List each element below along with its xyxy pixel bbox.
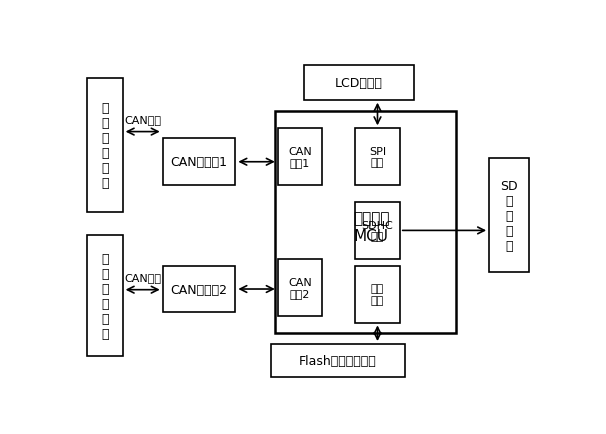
Bar: [355, 129, 400, 186]
Bar: [271, 344, 405, 377]
Bar: [278, 259, 322, 316]
Text: SDHC
模块: SDHC 模块: [362, 220, 393, 242]
Text: CAN
模块2: CAN 模块2: [288, 277, 312, 299]
Text: CAN
模块1: CAN 模块1: [288, 147, 312, 168]
Text: LCD显示屏: LCD显示屏: [335, 76, 382, 89]
Text: SPI
模块: SPI 模块: [369, 147, 386, 168]
Text: 汽
车
诊
断
接
口: 汽 车 诊 断 接 口: [101, 252, 109, 340]
Text: 微控制器
MCU: 微控制器 MCU: [353, 211, 390, 243]
Bar: [355, 202, 400, 259]
Bar: [355, 266, 400, 323]
Bar: [162, 266, 235, 313]
Text: SD
驱
动
电
路: SD 驱 动 电 路: [500, 179, 518, 252]
Bar: [87, 79, 122, 213]
Bar: [489, 159, 529, 273]
Bar: [162, 139, 235, 186]
Text: CAN总线: CAN总线: [124, 115, 161, 125]
Bar: [87, 236, 122, 356]
Text: CAN收发器1: CAN收发器1: [170, 156, 227, 169]
Bar: [275, 112, 456, 333]
Text: CAN总线: CAN总线: [124, 273, 161, 283]
Text: Flash数据存储单元: Flash数据存储单元: [299, 354, 376, 367]
Bar: [278, 129, 322, 186]
Bar: [304, 66, 414, 101]
Text: 扩展
总线: 扩展 总线: [371, 283, 384, 305]
Text: CAN收发器2: CAN收发器2: [170, 283, 227, 296]
Text: 电
池
管
理
系
统: 电 池 管 理 系 统: [101, 102, 109, 190]
